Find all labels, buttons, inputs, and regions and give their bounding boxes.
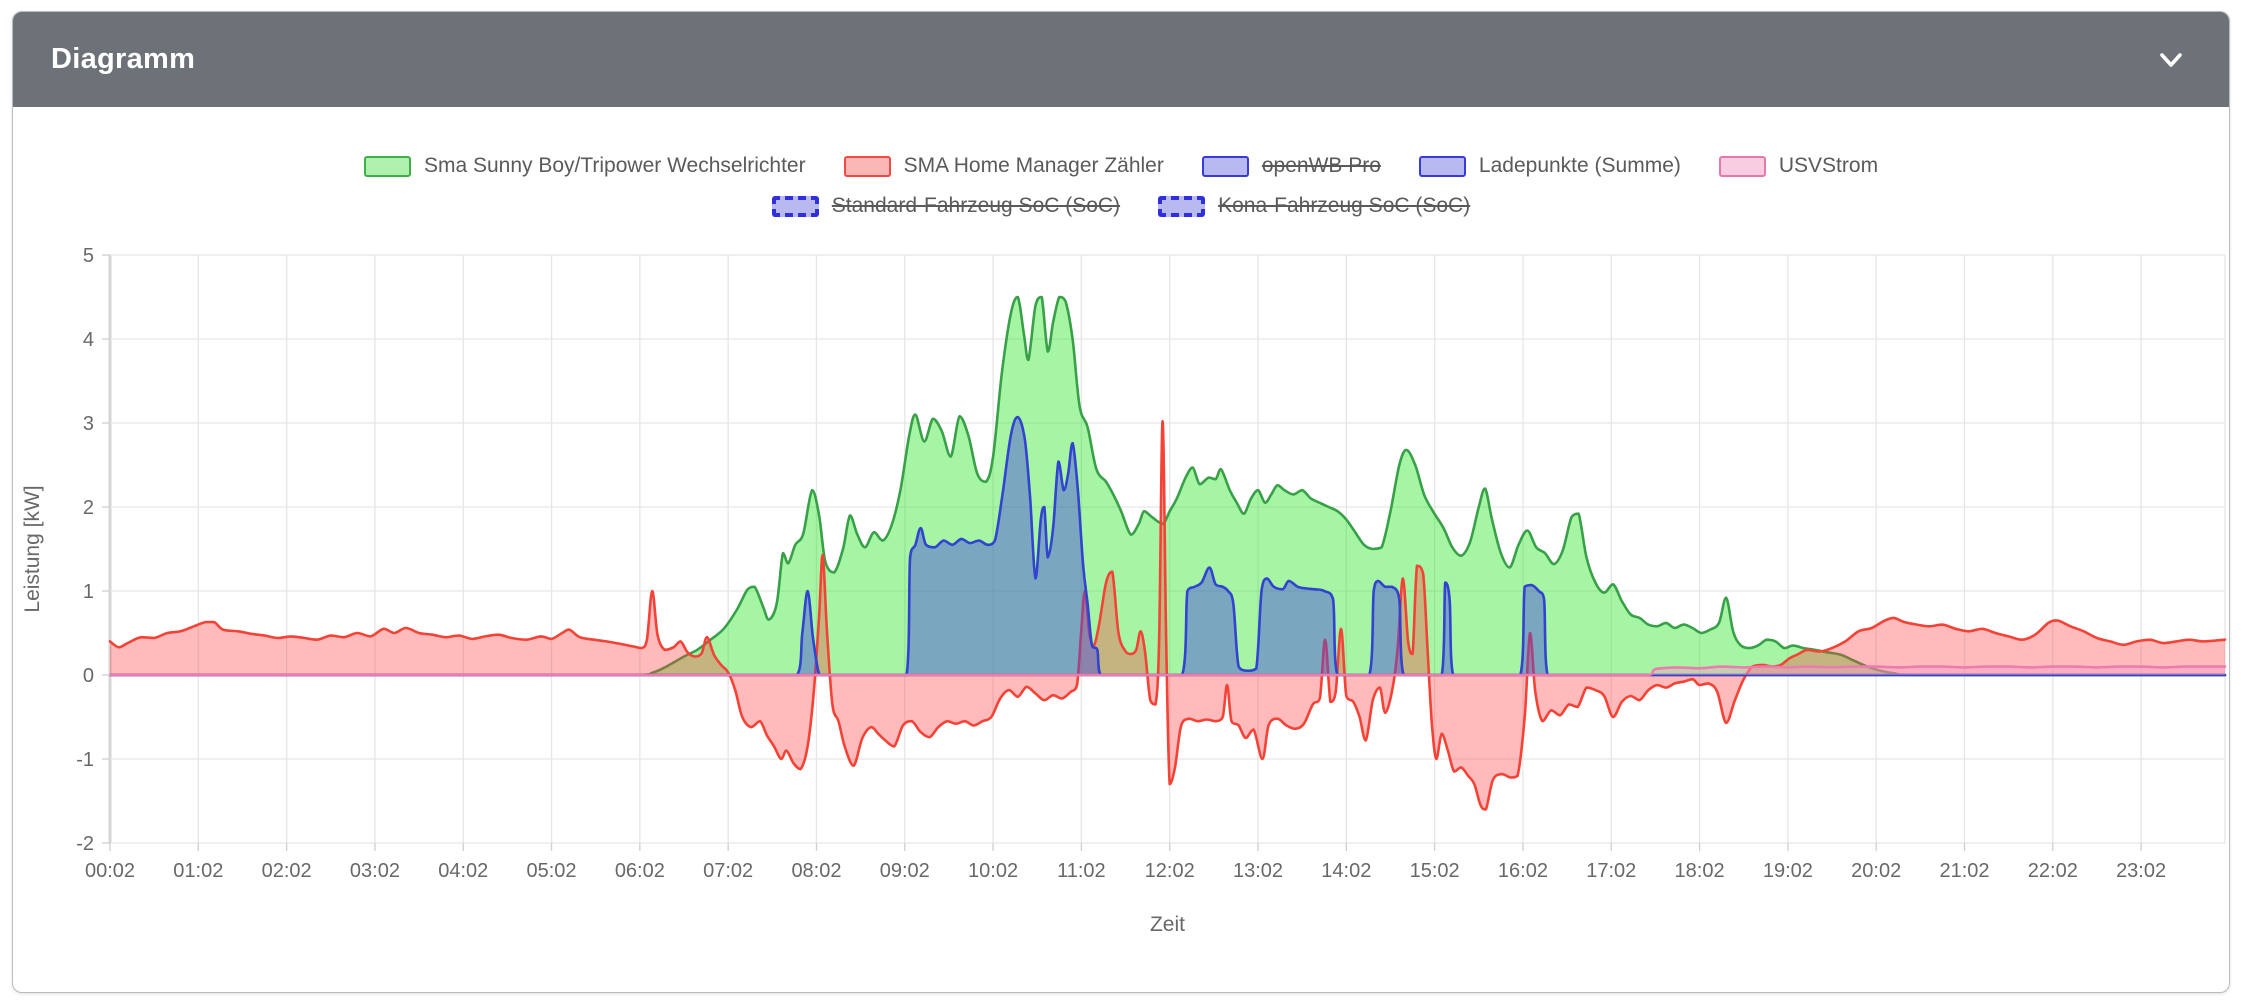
- diagram-panel: Diagramm Sma Sunny Boy/Tripower Wechselr…: [12, 11, 2230, 993]
- panel-body: Sma Sunny Boy/Tripower Wechselrichter SMA…: [13, 107, 2229, 956]
- chart-area: 00:02 01:02 02:02 03:02 04:02 05:02 06:02 07:02…: [13, 225, 2229, 956]
- legend-item[interactable]: SMA Home Manager Zähler: [843, 154, 1164, 178]
- x-tick-label: 02:02: [262, 860, 312, 882]
- x-tick-label: 15:02: [1410, 860, 1460, 882]
- y-axis-title: Leistung [kW]: [21, 485, 44, 612]
- series-3: [108, 415, 2227, 677]
- legend-swatch-icon: [843, 155, 891, 177]
- series-line: [108, 415, 2227, 677]
- x-tick-label: 05:02: [527, 860, 577, 882]
- x-tick-label: 09:02: [880, 860, 930, 882]
- x-tick-label: 17:02: [1586, 860, 1636, 882]
- power-chart[interactable]: 00:02 01:02 02:02 03:02 04:02 05:02 06:02 07:02…: [13, 225, 2229, 951]
- y-tick-label: -1: [76, 749, 94, 771]
- legend-label: Sma Sunny Boy/Tripower Wechselrichter: [423, 154, 806, 177]
- legend-label: USVStrom: [1778, 154, 1879, 177]
- legend-label: openWB Pro: [1261, 154, 1381, 177]
- x-tick-label: 13:02: [1233, 860, 1283, 882]
- legend-label: Kona-Fahrzeug SoC (SoC): [1218, 194, 1471, 217]
- series-line: [108, 420, 2227, 811]
- legend-item[interactable]: Ladepunkte (Summe): [1418, 154, 1681, 178]
- series-1: [108, 295, 2227, 677]
- legend-label: Ladepunkte (Summe): [1478, 154, 1681, 177]
- x-tick-label: 18:02: [1675, 860, 1725, 882]
- series-area: [110, 297, 2225, 675]
- panel-header[interactable]: Diagramm: [13, 12, 2229, 107]
- chart-legend: Sma Sunny Boy/Tripower Wechselrichter SMA…: [13, 151, 2229, 221]
- series-2: [108, 420, 2227, 811]
- legend-swatch-icon: [1718, 155, 1766, 177]
- legend-item[interactable]: Sma Sunny Boy/Tripower Wechselrichter: [363, 154, 806, 178]
- legend-label: SMA Home Manager Zähler: [903, 154, 1164, 177]
- x-tick-label: 16:02: [1498, 860, 1548, 882]
- y-tick-label: 2: [83, 497, 94, 519]
- x-tick-label: 03:02: [350, 860, 400, 882]
- series-4: [108, 665, 2227, 677]
- x-tick-label: 23:02: [2116, 860, 2166, 882]
- legend-swatch-icon: [1201, 155, 1249, 177]
- legend-item[interactable]: openWB Pro: [1201, 154, 1381, 178]
- legend-row-2: Standard-Fahrzeug SoC (SoC) Kona-Fahrzeug…: [13, 191, 2229, 221]
- x-tick-label: 20:02: [1851, 860, 1901, 882]
- legend-item[interactable]: Standard-Fahrzeug SoC (SoC): [771, 194, 1121, 218]
- x-tick-label: 14:02: [1321, 860, 1371, 882]
- series-line: [108, 665, 2227, 677]
- y-tick-label: 0: [83, 665, 94, 687]
- legend-row-1: Sma Sunny Boy/Tripower Wechselrichter SMA…: [13, 151, 2229, 181]
- y-tick-label: 1: [83, 581, 94, 603]
- legend-swatch-icon: [1418, 155, 1466, 177]
- series-line: [108, 295, 2227, 677]
- legend-item[interactable]: Kona-Fahrzeug SoC (SoC): [1158, 194, 1470, 218]
- chevron-down-icon[interactable]: [2151, 40, 2191, 80]
- x-tick-label: 19:02: [1763, 860, 1813, 882]
- x-tick-label: 00:02: [85, 860, 135, 882]
- x-axis-title: Zeit: [1150, 913, 1185, 936]
- legend-swatch-icon: [1158, 195, 1206, 217]
- x-tick-label: 12:02: [1145, 860, 1195, 882]
- legend-item[interactable]: USVStrom: [1718, 154, 1879, 178]
- x-tick-label: 01:02: [173, 860, 223, 882]
- x-tick-label: 08:02: [791, 860, 841, 882]
- x-tick-label: 10:02: [968, 860, 1018, 882]
- x-tick-label: 22:02: [2028, 860, 2078, 882]
- panel-title: Diagramm: [51, 43, 196, 75]
- legend-swatch-icon: [771, 195, 819, 217]
- y-tick-label: 5: [83, 245, 94, 267]
- y-tick-label: 4: [83, 329, 94, 351]
- x-tick-label: 11:02: [1057, 860, 1106, 882]
- x-tick-label: 06:02: [615, 860, 665, 882]
- axis-labels: 00:02 01:02 02:02 03:02 04:02 05:02 06:02 07:02…: [76, 245, 2166, 882]
- x-tick-label: 04:02: [438, 860, 488, 882]
- x-tick-label: 21:02: [1939, 860, 1989, 882]
- x-tick-label: 07:02: [703, 860, 753, 882]
- y-tick-label: 3: [83, 413, 94, 435]
- legend-label: Standard-Fahrzeug SoC (SoC): [831, 194, 1121, 217]
- legend-swatch-icon: [363, 155, 411, 177]
- y-tick-label: -2: [76, 833, 94, 855]
